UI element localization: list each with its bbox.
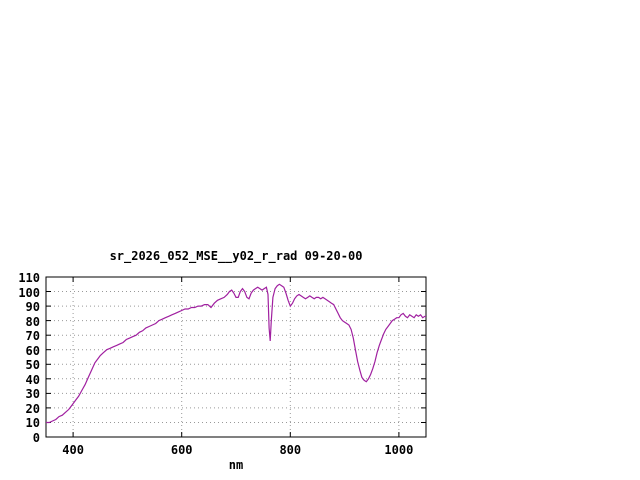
y-tick-label: 0 xyxy=(32,431,40,445)
x-tick-label: 400 xyxy=(62,443,84,457)
y-tick-label: 90 xyxy=(25,300,40,315)
y-tick-label: 10 xyxy=(25,416,40,431)
y-tick-label: 50 xyxy=(25,358,40,373)
y-tick-label: 40 xyxy=(25,372,40,387)
series-line xyxy=(46,283,426,424)
x-tick-label: 1000 xyxy=(384,443,414,457)
y-tick-label: 110 xyxy=(18,271,40,285)
y-tick-label: 70 xyxy=(25,329,40,344)
y-tick-label: 30 xyxy=(25,387,40,402)
x-axis-label: nm xyxy=(228,458,244,472)
x-tick-label: 600 xyxy=(170,443,193,457)
chart-title: sr_2026_052_MSE__y02_r_rad 09-20-00 xyxy=(109,249,363,263)
y-tick-label: 80 xyxy=(25,314,40,329)
y-tick-label: 60 xyxy=(25,343,40,358)
x-tick-label: 800 xyxy=(279,443,302,457)
y-tick-label: 20 xyxy=(25,401,40,416)
y-tick-label: 100 xyxy=(18,285,40,300)
